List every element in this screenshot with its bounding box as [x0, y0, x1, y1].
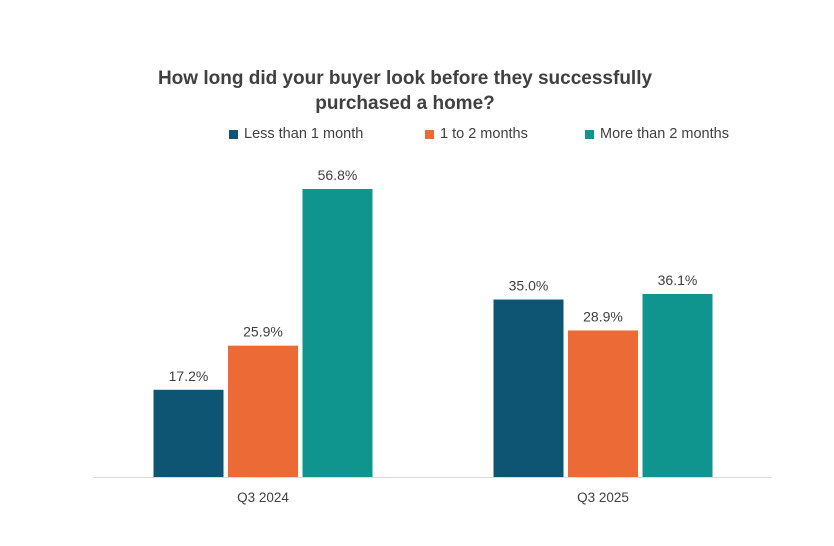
chart-title: How long did your buyer look before they… — [0, 66, 810, 116]
legend-item-more-than-2-months: More than 2 months — [585, 126, 729, 142]
legend-label-more-than-2-months: More than 2 months — [600, 126, 729, 142]
data-label-less-than-1-month-q3-2025: 35.0% — [509, 278, 549, 294]
x-tick-label-q3-2024: Q3 2024 — [237, 490, 289, 505]
data-label-1-to-2-months-q3-2024: 25.9% — [243, 324, 283, 340]
data-label-less-than-1-month-q3-2024: 17.2% — [169, 368, 209, 384]
legend-swatch-less-than-1-month — [229, 129, 238, 139]
bar-1-to-2-months-q3-2025 — [568, 330, 638, 477]
bar-1-to-2-months-q3-2024 — [228, 345, 298, 477]
data-label-1-to-2-months-q3-2025: 28.9% — [583, 308, 623, 324]
bar-less-than-1-month-q3-2024 — [153, 389, 224, 477]
bar-more-than-2-months-q3-2025 — [642, 293, 713, 477]
bar-more-than-2-months-q3-2024 — [302, 189, 373, 477]
legend-label-1-to-2-months: 1 to 2 months — [440, 126, 528, 142]
chart-title-line1: How long did your buyer look before they… — [157, 68, 653, 89]
x-tick-label-q3-2025: Q3 2025 — [577, 490, 629, 505]
legend-swatch-more-than-2-months — [585, 129, 594, 139]
legend-item-1-to-2-months: 1 to 2 months — [425, 126, 528, 142]
legend-label-less-than-1-month: Less than 1 month — [244, 126, 364, 142]
legend-swatch-1-to-2-months — [425, 129, 434, 139]
legend-item-less-than-1-month: Less than 1 month — [229, 126, 363, 142]
bar-less-than-1-month-q3-2025 — [493, 299, 564, 477]
data-label-more-than-2-months-q3-2025: 36.1% — [658, 272, 698, 288]
chart-title-line2: purchased a home? — [315, 93, 495, 114]
data-label-more-than-2-months-q3-2024: 56.8% — [318, 167, 358, 183]
